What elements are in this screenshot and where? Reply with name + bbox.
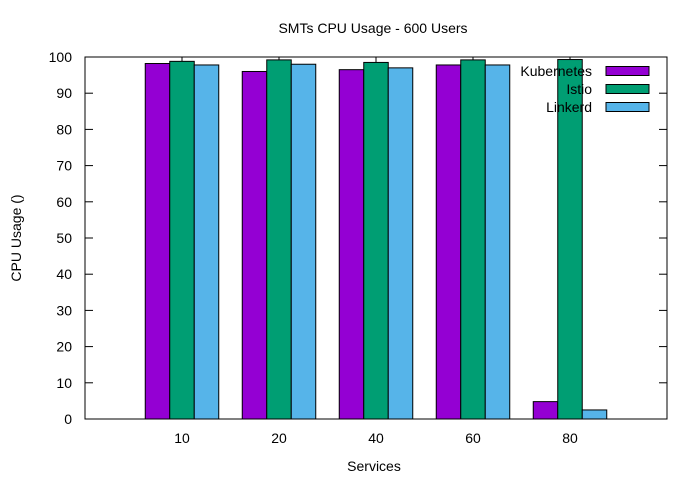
y-tick-label: 50 <box>56 230 72 246</box>
bar-linkerd <box>484 64 511 420</box>
legend-label: Kubernetes <box>520 63 592 79</box>
y-tick-label: 70 <box>56 158 72 174</box>
y-tick-label: 80 <box>56 121 72 137</box>
legend-label: Istio <box>566 81 592 97</box>
bar-istio <box>169 60 195 420</box>
y-tick-label: 40 <box>56 266 72 282</box>
legend-swatch <box>605 84 650 94</box>
y-tick-label: 100 <box>49 49 73 65</box>
x-tick-label: 10 <box>174 430 190 446</box>
bar-kubernetes <box>532 401 559 420</box>
bar-kubernetes <box>241 70 268 420</box>
bar-linkerd <box>193 64 220 420</box>
legend-swatch <box>605 66 650 76</box>
bar-istio <box>460 59 486 420</box>
y-tick-label: 20 <box>56 339 72 355</box>
y-tick-label: 30 <box>56 302 72 318</box>
legend: Kubernetes Istio Linkerd <box>520 63 650 115</box>
bar-kubernetes <box>435 64 462 420</box>
y-tick-label: 90 <box>56 85 72 101</box>
bar-istio <box>266 59 292 420</box>
legend-label: Linkerd <box>546 99 592 115</box>
x-tick-label: 40 <box>368 430 384 446</box>
x-axis-label: Services <box>347 458 401 474</box>
chart-title: SMTs CPU Usage - 600 Users <box>278 20 467 36</box>
x-tick-label: 80 <box>562 430 578 446</box>
bar-linkerd <box>387 67 414 420</box>
y-tick-label: 10 <box>56 375 72 391</box>
bar-linkerd <box>581 409 608 420</box>
bar-kubernetes <box>144 63 171 420</box>
x-tick-label: 60 <box>465 430 481 446</box>
y-tick-label: 0 <box>64 411 72 427</box>
legend-swatch <box>605 102 650 112</box>
y-tick-label: 60 <box>56 194 72 210</box>
bar-istio <box>363 61 389 420</box>
y-axis-label: CPU Usage () <box>8 194 24 281</box>
plot-area: 0 10 20 30 40 50 60 70 80 90 100 10 20 40 60 80 <box>49 49 668 446</box>
x-tick-label: 20 <box>271 430 287 446</box>
bar-kubernetes <box>338 69 365 420</box>
bar-linkerd <box>290 63 317 420</box>
bar-istio <box>557 59 583 420</box>
